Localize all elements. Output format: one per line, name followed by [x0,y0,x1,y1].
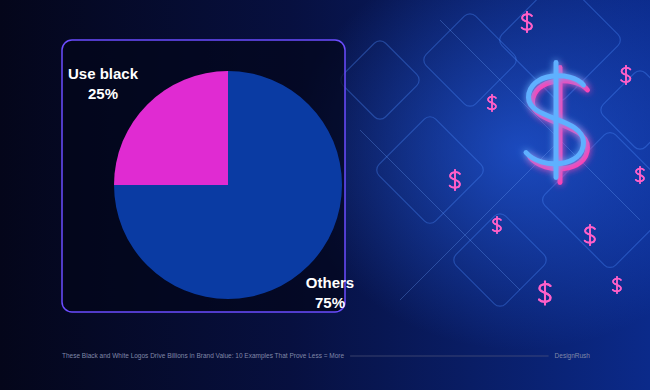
dollar-bar [496,217,497,234]
slice-value: 75% [315,294,345,311]
dollar-bar [454,170,456,190]
dollar-bar [639,167,640,184]
footer-caption: These Black and White Logos Drive Billio… [62,352,344,360]
decor-diamond [338,38,423,123]
decoration [338,0,650,309]
dollar-icon [539,282,551,305]
pie [114,71,342,299]
dollar-icon [636,167,644,184]
decor-line [440,20,640,220]
decor-diamond [598,68,650,153]
dollar-bar [491,95,492,112]
dollar-bar [554,63,559,178]
dollar-icon [585,225,595,245]
canvas: Use black 25% Others 75% These Black and Whi… [0,0,650,390]
dollar-bar [616,277,617,294]
pie-slice [114,71,342,299]
data-labels: Use black 25% Others 75% [68,65,354,311]
footer-brand: DesignRush [555,352,591,360]
footer-rule [350,356,548,357]
slice-name: Others [306,274,354,291]
dollar-bar [589,225,591,245]
pie-slice [114,71,228,185]
slice-value: 25% [88,85,118,102]
dollar-bar [625,66,627,84]
dollar-bar [526,12,528,32]
decor-line [360,130,520,290]
decor-diamond [451,211,550,310]
chart-frame [62,40,345,312]
dollar-icon [522,12,532,32]
slice-name: Use black [68,65,139,82]
dollar-icon [450,170,460,190]
decor-diamond [421,11,520,110]
dollar-icon [488,95,496,112]
dollar-bar [544,282,546,305]
dollar-icon [526,63,584,178]
dollar-icon [493,217,501,234]
dollar-icon [613,277,621,294]
pie-group [114,71,342,299]
decor-diamond [373,113,486,226]
dollar-icon [621,66,630,84]
